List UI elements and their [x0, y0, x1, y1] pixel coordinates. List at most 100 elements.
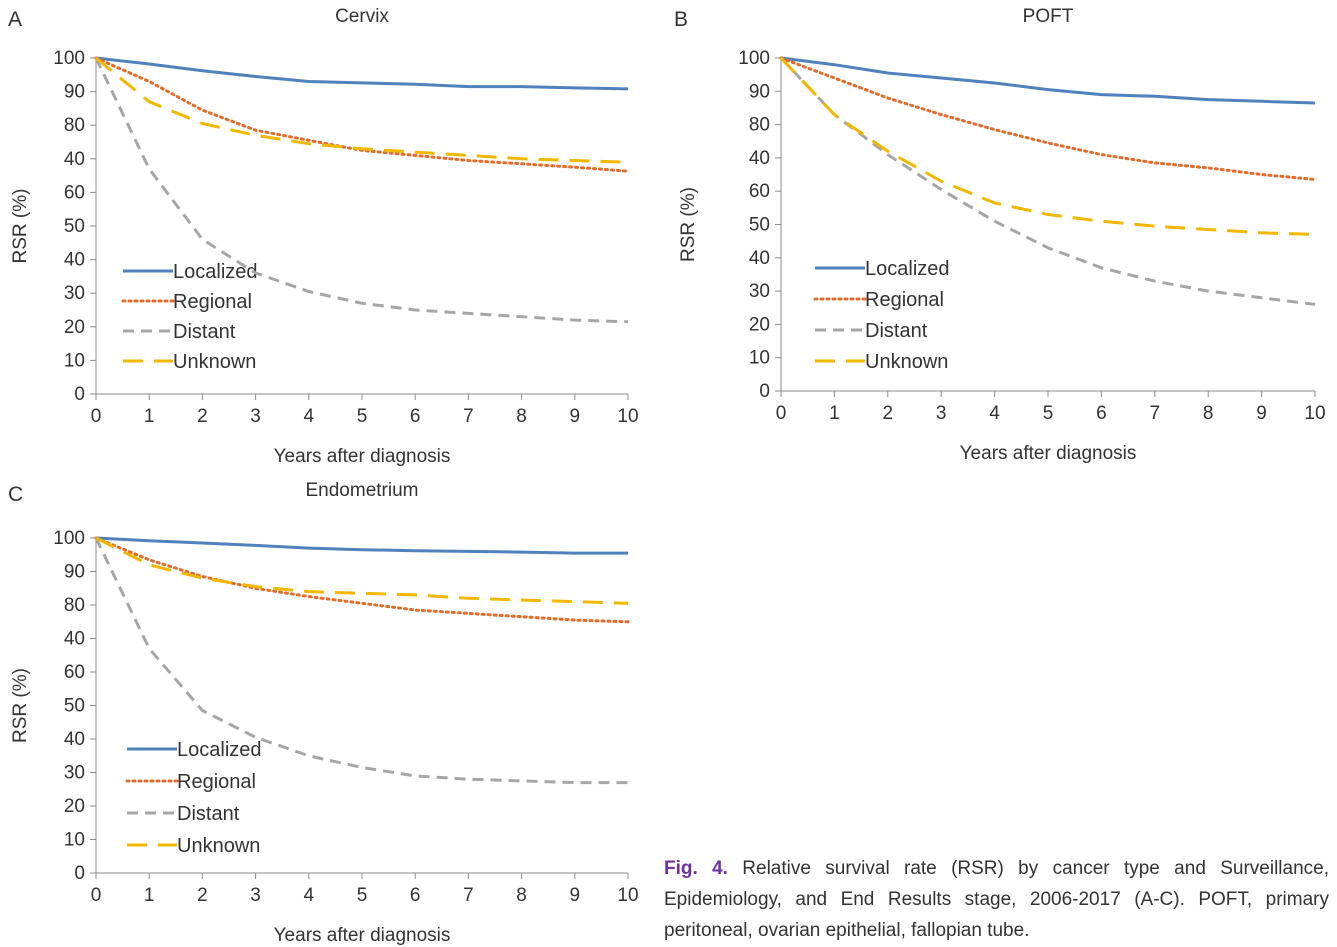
series-line-distant [94, 57, 629, 324]
chart-title: Endometrium [306, 480, 419, 501]
legend-label-regional: Regional [177, 771, 256, 793]
legend-label-unknown: Unknown [177, 835, 260, 857]
y-tick-label: 10 [64, 830, 85, 851]
x-tick-label: 3 [250, 885, 261, 906]
y-tick-label: 40 [749, 148, 770, 169]
figure-label: Fig. 4. [664, 858, 728, 879]
x-tick-label: 2 [197, 885, 208, 906]
y-tick-label: 30 [749, 281, 770, 302]
x-tick-label: 3 [250, 406, 261, 427]
panel-letter: C [8, 483, 23, 506]
legend-label-localized: Localized [177, 739, 262, 761]
x-tick-label: 4 [989, 403, 1000, 424]
legend-label-unknown: Unknown [865, 351, 948, 373]
y-tick-label: 40 [64, 629, 85, 650]
x-tick-label: 8 [516, 406, 527, 427]
series-line-localized [780, 56, 1316, 105]
legend-label-localized: Localized [865, 258, 950, 280]
x-tick-label: 8 [516, 885, 527, 906]
panel-letter: A [8, 8, 22, 31]
panel-b-poft-chart: B POFT 0 10 20 30 40 50 60 40 80 90 100 0 1 2 3 4 5 6 7 8 9 10 Y… [674, 6, 1326, 464]
x-tick-label: 5 [357, 406, 368, 427]
figure-caption-text: Relative survival rate (RSR) by cancer t… [664, 858, 1329, 941]
legend-label-distant: Distant [173, 321, 236, 343]
x-axis-title: Years after diagnosis [274, 925, 451, 946]
legend-label-distant: Distant [865, 320, 928, 342]
x-tick-label: 6 [410, 885, 421, 906]
y-tick-label: 20 [749, 314, 770, 335]
y-tick-label: 0 [74, 384, 85, 405]
x-tick-label: 10 [617, 885, 638, 906]
y-tick-label: 60 [64, 662, 85, 683]
x-tick-label: 5 [357, 885, 368, 906]
y-tick-label: 50 [64, 696, 85, 717]
y-tick-label: 50 [749, 215, 770, 236]
x-tick-label: 2 [883, 403, 894, 424]
y-axis-title: RSR (%) [10, 668, 31, 743]
x-axis-title: Years after diagnosis [960, 443, 1137, 464]
y-tick-label: 10 [64, 350, 85, 371]
y-tick-label: 60 [749, 181, 770, 202]
y-tick-label: 80 [64, 115, 85, 136]
series-line-regional [779, 56, 1317, 181]
y-tick-label: 0 [74, 863, 85, 884]
y-tick-label: 30 [64, 763, 85, 784]
x-tick-label: 7 [463, 885, 474, 906]
series-line-unknown [95, 56, 629, 164]
chart-title: POFT [1023, 6, 1074, 27]
panel-a-cervix-chart: A Cervix 0 10 20 30 40 50 60 40 80 90 100 0 1 2 3 4 5 6 7 8 9 1… [8, 6, 639, 467]
x-tick-label: 10 [617, 406, 638, 427]
y-tick-label: 50 [64, 216, 85, 237]
y-tick-label: 100 [738, 48, 770, 69]
x-tick-label: 6 [1096, 403, 1107, 424]
x-tick-label: 3 [936, 403, 947, 424]
y-tick-label: 90 [64, 82, 85, 103]
legend-label-localized: Localized [173, 261, 258, 283]
series-line-localized [95, 536, 628, 555]
x-tick-label: 0 [91, 885, 102, 906]
x-tick-label: 8 [1203, 403, 1214, 424]
x-tick-label: 1 [144, 406, 155, 427]
y-tick-label: 80 [64, 595, 85, 616]
series-line-unknown [95, 536, 629, 605]
y-axis-title: RSR (%) [10, 189, 31, 264]
y-tick-label: 10 [749, 348, 770, 369]
y-tick-label: 100 [53, 528, 85, 549]
legend-label-distant: Distant [177, 803, 240, 825]
x-tick-label: 4 [304, 885, 315, 906]
y-tick-label: 0 [759, 381, 770, 402]
x-tick-label: 0 [91, 406, 102, 427]
x-tick-label: 0 [776, 403, 787, 424]
chart-title: Cervix [335, 6, 389, 27]
y-tick-label: 60 [64, 182, 85, 203]
panel-c-endometrium-chart: C Endometrium 0 10 20 30 40 50 60 40 80 90 100 0 1 2 3 4 5… [8, 480, 639, 946]
y-tick-label: 80 [749, 115, 770, 136]
x-tick-label: 5 [1043, 403, 1054, 424]
y-tick-label: 40 [749, 248, 770, 269]
series-line-distant [94, 537, 628, 785]
x-tick-label: 1 [829, 403, 840, 424]
y-tick-label: 20 [64, 317, 85, 338]
legend-label-unknown: Unknown [173, 351, 256, 373]
figure-caption: Fig. 4. Relative survival rate (RSR) by … [664, 853, 1329, 946]
x-tick-label: 10 [1304, 403, 1325, 424]
y-tick-label: 90 [749, 81, 770, 102]
legend-label-regional: Regional [865, 289, 944, 311]
y-axis-title: RSR (%) [678, 187, 699, 262]
x-axis-title: Years after diagnosis [274, 446, 451, 467]
x-tick-label: 1 [144, 885, 155, 906]
x-tick-label: 4 [304, 406, 315, 427]
series-line-localized [95, 56, 629, 91]
y-tick-label: 40 [64, 149, 85, 170]
y-tick-label: 30 [64, 283, 85, 304]
series-line-distant [779, 56, 1316, 306]
series-line-unknown [779, 56, 1316, 236]
x-tick-label: 7 [1150, 403, 1161, 424]
x-tick-label: 7 [463, 406, 474, 427]
x-tick-label: 2 [197, 406, 208, 427]
y-tick-label: 40 [64, 250, 85, 271]
panel-letter: B [674, 8, 688, 31]
y-tick-label: 100 [53, 48, 85, 69]
y-tick-label: 90 [64, 562, 85, 583]
y-tick-label: 40 [64, 729, 85, 750]
